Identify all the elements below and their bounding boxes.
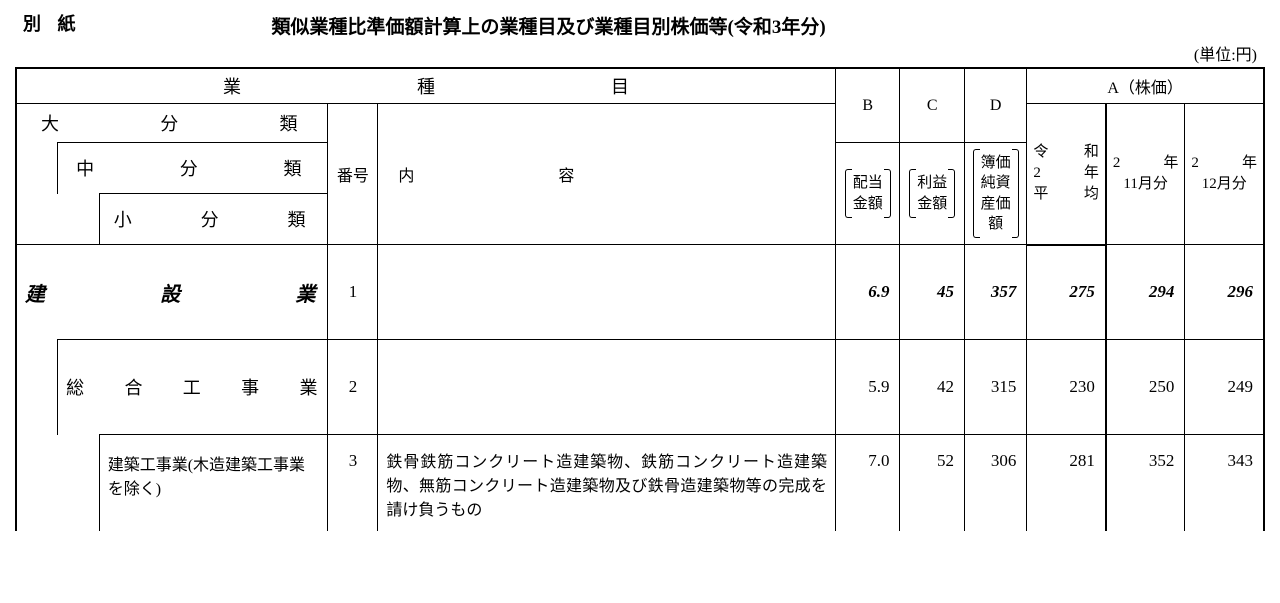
cat-major: 建 設 業 bbox=[16, 245, 328, 340]
cell-c: 42 bbox=[900, 340, 964, 435]
row-no: 2 bbox=[328, 340, 378, 435]
cell-a3: 296 bbox=[1185, 245, 1264, 340]
row-desc: 鉄骨鉄筋コンクリート造建築物、鉄筋コンクリート造建築物、無筋コンクリート造建築物… bbox=[378, 435, 836, 532]
cell-a1: 230 bbox=[1027, 340, 1106, 435]
col-d: D bbox=[964, 68, 1026, 143]
data-row-3: 建築工事業(木造建築工事業を除く) 3 鉄骨鉄筋コンクリート造建築物、鉄筋コンク… bbox=[16, 435, 1264, 532]
col-a: A（株価） bbox=[1027, 68, 1264, 104]
cell-a2: 250 bbox=[1106, 340, 1185, 435]
cat-mid: 総 合 工 事 業 bbox=[58, 340, 328, 435]
col-d-sub: 簿価純資産価額 bbox=[964, 143, 1026, 245]
col-chu: 中 分 類 bbox=[58, 143, 328, 194]
data-row-2: 総 合 工 事 業 2 5.9 42 315 230 250 249 bbox=[16, 340, 1264, 435]
col-dai: 大 分 類 bbox=[16, 104, 328, 143]
cell-d: 306 bbox=[964, 435, 1026, 532]
col-sho: 小 分 類 bbox=[99, 194, 328, 245]
col-c-sub: 利益金額 bbox=[900, 143, 964, 245]
cell-a1: 281 bbox=[1027, 435, 1106, 532]
col-c: C bbox=[900, 68, 964, 143]
cell-a2: 352 bbox=[1106, 435, 1185, 532]
cell-b: 6.9 bbox=[836, 245, 900, 340]
page-header: 別 紙 類似業種比準価額計算上の業種目及び業種目別株価等(令和3年分) bbox=[15, 10, 1265, 39]
cell-c: 52 bbox=[900, 435, 964, 532]
col-b: B bbox=[836, 68, 900, 143]
page-title: 類似業種比準価額計算上の業種目及び業種目別株価等(令和3年分) bbox=[272, 12, 826, 39]
cell-b: 5.9 bbox=[836, 340, 900, 435]
cell-c: 45 bbox=[900, 245, 964, 340]
header-row-1: 業 種 目 B C D A（株価） bbox=[16, 68, 1264, 104]
cell-a3: 343 bbox=[1185, 435, 1264, 532]
col-bangou: 番号 bbox=[328, 104, 378, 245]
main-table: 業 種 目 B C D A（株価） 大 分 類 番号 内 容 令 和 2 年 平… bbox=[15, 67, 1265, 531]
header-row-2: 大 分 類 番号 内 容 令 和 2 年 平 均 2 年 11月分 2 年 12… bbox=[16, 104, 1264, 143]
data-row-1: 建 設 業 1 6.9 45 357 275 294 296 bbox=[16, 245, 1264, 340]
cell-a3: 249 bbox=[1185, 340, 1264, 435]
cat-minor: 建築工事業(木造建築工事業を除く) bbox=[99, 435, 328, 532]
col-industry: 業 種 目 bbox=[16, 68, 836, 104]
cell-b: 7.0 bbox=[836, 435, 900, 532]
cell-d: 315 bbox=[964, 340, 1026, 435]
cell-a1: 275 bbox=[1027, 245, 1106, 340]
col-year-dec: 2 年 12月分 bbox=[1185, 104, 1264, 245]
col-naiyou: 内 容 bbox=[378, 104, 836, 245]
unit-label: (単位:円) bbox=[15, 41, 1265, 65]
col-b-sub: 配当金額 bbox=[836, 143, 900, 245]
row-no: 3 bbox=[328, 435, 378, 532]
row-desc bbox=[378, 245, 836, 340]
doc-label: 別 紙 bbox=[15, 10, 82, 36]
row-desc bbox=[378, 340, 836, 435]
row-no: 1 bbox=[328, 245, 378, 340]
col-year-avg: 令 和 2 年 平 均 bbox=[1027, 104, 1106, 245]
cell-a2: 294 bbox=[1106, 245, 1185, 340]
cell-d: 357 bbox=[964, 245, 1026, 340]
col-year-nov: 2 年 11月分 bbox=[1106, 104, 1185, 245]
